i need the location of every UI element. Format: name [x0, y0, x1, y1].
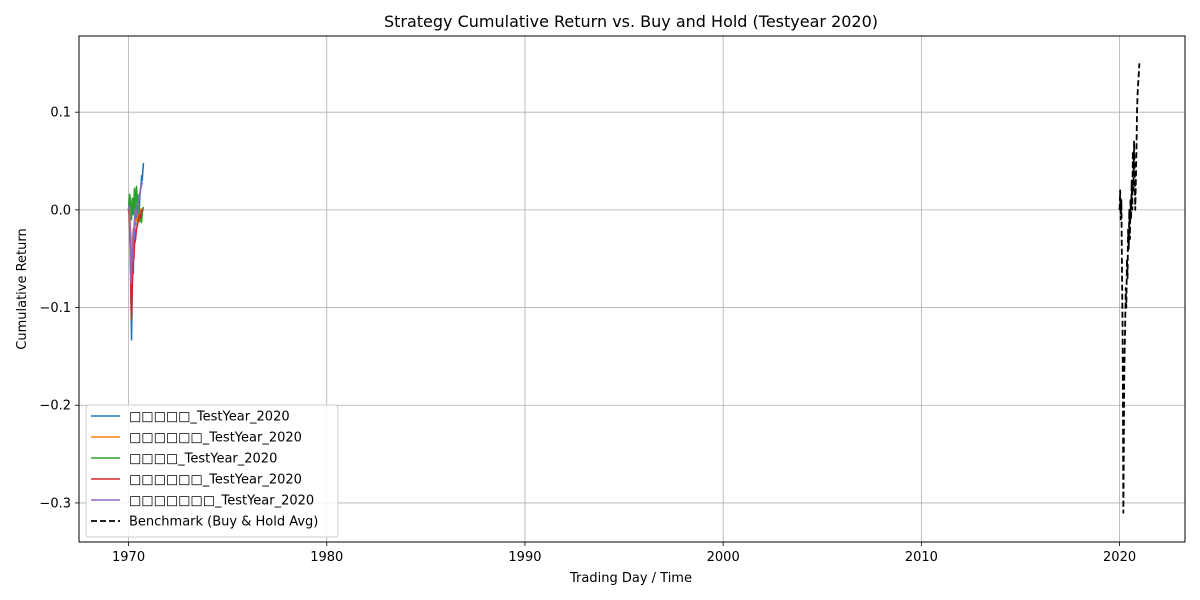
plot-area: [127, 63, 1141, 514]
y-tick-label: −0.2: [39, 399, 71, 414]
y-axis-title: Cumulative Return: [15, 228, 30, 349]
y-tick-label: 0.0: [50, 203, 71, 218]
series-line-4: [127, 182, 144, 284]
plot-frame: [78, 35, 1186, 543]
x-tick-label: 2010: [905, 550, 938, 565]
chart-title: Strategy Cumulative Return vs. Buy and H…: [384, 12, 878, 31]
legend-label-0: □□□□□_TestYear_2020: [129, 410, 290, 425]
x-tick-label: 2000: [707, 550, 740, 565]
legend-label-5: Benchmark (Buy & Hold Avg): [129, 515, 318, 530]
x-tick-label: 1980: [310, 550, 343, 565]
x-tick-label: 1990: [508, 550, 541, 565]
y-tick-label: 0.1: [50, 106, 71, 121]
legend-label-1: □□□□□□_TestYear_2020: [129, 431, 302, 446]
series-line-2: [127, 185, 145, 224]
legend: □□□□□_TestYear_2020 □□□□□□_TestYear_2020 □…: [85, 404, 339, 538]
y-axis: −0.3 −0.2 −0.1 0.0 0.1: [39, 106, 79, 511]
legend-label-2: □□□□_TestYear_2020: [129, 452, 277, 467]
x-axis-title: Trading Day / Time: [569, 571, 692, 586]
legend-label-3: □□□□□□_TestYear_2020: [129, 473, 302, 488]
x-tick-label: 2020: [1103, 550, 1136, 565]
x-axis: 1970 1980 1990 2000 2010 2020: [112, 542, 1136, 565]
y-tick-label: −0.1: [39, 301, 71, 316]
x-tick-label: 1970: [112, 550, 145, 565]
y-tick-label: −0.3: [39, 496, 71, 511]
legend-box: [85, 404, 339, 538]
legend-label-4: □□□□□□□_TestYear_2020: [129, 494, 314, 509]
series-line-5: [1118, 63, 1141, 514]
